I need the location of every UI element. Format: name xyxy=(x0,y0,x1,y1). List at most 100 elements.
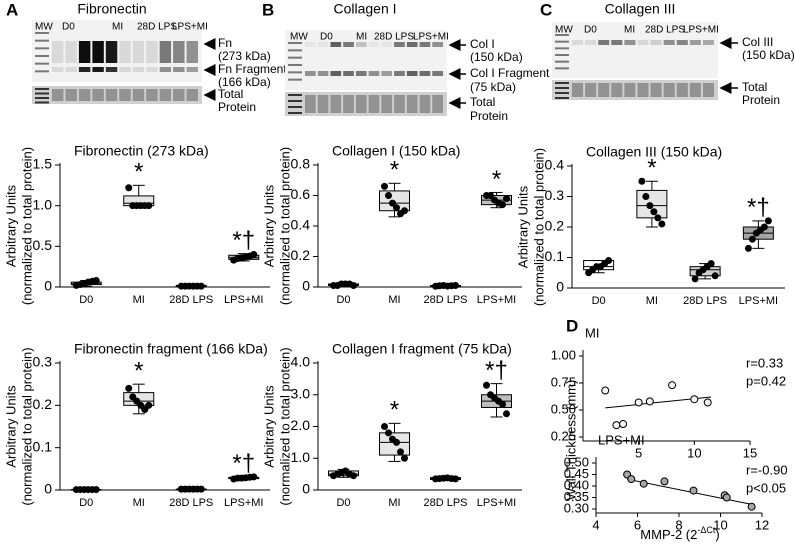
lane-label: 28D LPS xyxy=(137,22,177,33)
stat-annotation: p=0.42 xyxy=(746,373,786,388)
data-point xyxy=(385,429,392,437)
data-point xyxy=(145,401,153,409)
marker-label: Total xyxy=(470,95,495,109)
y-tick-label: 0.3 xyxy=(545,187,565,203)
x-tick-label: D0 xyxy=(336,497,350,509)
y-tick-label: 0.5 xyxy=(33,237,53,253)
panel-letter: B xyxy=(262,0,274,19)
data-point xyxy=(350,281,357,289)
total-band xyxy=(119,89,131,101)
ladder-band xyxy=(288,49,302,52)
y-axis-label: Arbitrary Units xyxy=(261,385,276,468)
y-tick-label: 0.25 xyxy=(551,428,576,443)
total-band xyxy=(186,89,198,101)
blot-band xyxy=(394,71,405,76)
y-axis-label: (normalized to total protein) xyxy=(277,347,292,505)
y-tick-label: 1.0 xyxy=(291,449,311,465)
panel-label: MI xyxy=(585,325,599,340)
data-point xyxy=(125,384,133,392)
ladder-band xyxy=(555,47,569,50)
x-tick-label: LPS+MI xyxy=(477,294,516,306)
blot-band xyxy=(381,71,393,76)
y-tick-label: 0 xyxy=(302,278,310,294)
panel-letter: A xyxy=(6,0,18,19)
data-point xyxy=(503,195,510,203)
x-tick-label: 28D LPS xyxy=(423,294,467,306)
total-band xyxy=(52,89,64,101)
marker-label: Total xyxy=(218,87,243,101)
y-tick-label: 0.50 xyxy=(564,454,589,469)
total-band xyxy=(78,89,91,101)
blot-band xyxy=(432,71,443,76)
significance-marker: * xyxy=(390,157,399,184)
blot-band xyxy=(432,42,443,47)
data-point xyxy=(605,257,613,265)
ladder-band xyxy=(35,92,49,95)
marker-label: (150 kDa) xyxy=(470,50,523,64)
panel-label: LPS+MI xyxy=(598,432,645,447)
chart-title: Fibronectin (273 kDa) xyxy=(74,143,209,159)
total-band xyxy=(65,89,77,101)
blot-band xyxy=(78,67,91,72)
data-point xyxy=(92,276,100,284)
total-band xyxy=(368,95,380,113)
blot-band xyxy=(173,41,185,63)
y-tick-label: 0.2 xyxy=(545,218,565,234)
y-tick-label: 0 xyxy=(44,278,52,294)
y-axis-label: (normalized to total protein) xyxy=(277,147,292,305)
y-tick-label: 0 xyxy=(302,481,310,497)
data-point xyxy=(654,214,662,222)
data-point xyxy=(197,485,205,493)
x-tick-label: 28D LPS xyxy=(423,497,467,509)
marker-label: Fn xyxy=(218,36,232,50)
total-band xyxy=(702,83,714,97)
data-point xyxy=(499,400,506,408)
ladder-band xyxy=(288,56,302,59)
ladder-band xyxy=(35,88,49,90)
ladder-band xyxy=(555,54,569,56)
ladder-band xyxy=(555,60,569,63)
lane-label: 28D LPS xyxy=(374,32,414,43)
blot-image xyxy=(285,30,447,90)
x-tick-label: 15 xyxy=(743,445,757,460)
data-point xyxy=(691,275,699,283)
ladder-band xyxy=(288,94,302,96)
data-point xyxy=(381,423,388,430)
blot-band xyxy=(381,42,393,47)
blot-band xyxy=(355,71,367,76)
blot-band xyxy=(637,40,649,45)
panel-title: Collagen I xyxy=(333,1,396,17)
ladder-band xyxy=(555,82,569,84)
data-point xyxy=(748,235,756,243)
x-tick-label: D0 xyxy=(79,497,93,509)
y-tick-label: 3.0 xyxy=(291,385,311,401)
total-band xyxy=(663,83,675,97)
data-point xyxy=(634,398,643,407)
marker-label: Protein xyxy=(470,109,508,123)
y-axis-label: (normalized to total protein) xyxy=(19,347,34,505)
x-tick-label: MI xyxy=(388,497,400,509)
blot-band xyxy=(78,41,91,63)
data-point xyxy=(711,272,719,280)
data-point xyxy=(393,204,400,212)
ladder-band xyxy=(35,97,49,99)
blot-band xyxy=(343,42,354,47)
significance-marker: * xyxy=(390,397,399,424)
x-tick-label: LPS+MI xyxy=(224,294,263,306)
blot-band xyxy=(572,40,584,45)
x-tick-label: D0 xyxy=(79,294,93,306)
blot-band xyxy=(186,41,198,63)
data-point xyxy=(646,202,654,210)
blot-band xyxy=(65,67,77,72)
y-tick-label: 0.4 xyxy=(291,217,311,233)
blot-band xyxy=(92,41,104,63)
data-point xyxy=(145,202,153,210)
x-tick-label: 28D LPS xyxy=(169,497,213,509)
blot-band xyxy=(305,42,316,47)
panel-letter: D xyxy=(566,316,578,335)
blot-band xyxy=(132,41,145,63)
total-band xyxy=(572,83,584,97)
y-tick-label: 0.1 xyxy=(545,248,565,264)
blot-band xyxy=(689,40,701,45)
ladder-band xyxy=(555,97,569,99)
